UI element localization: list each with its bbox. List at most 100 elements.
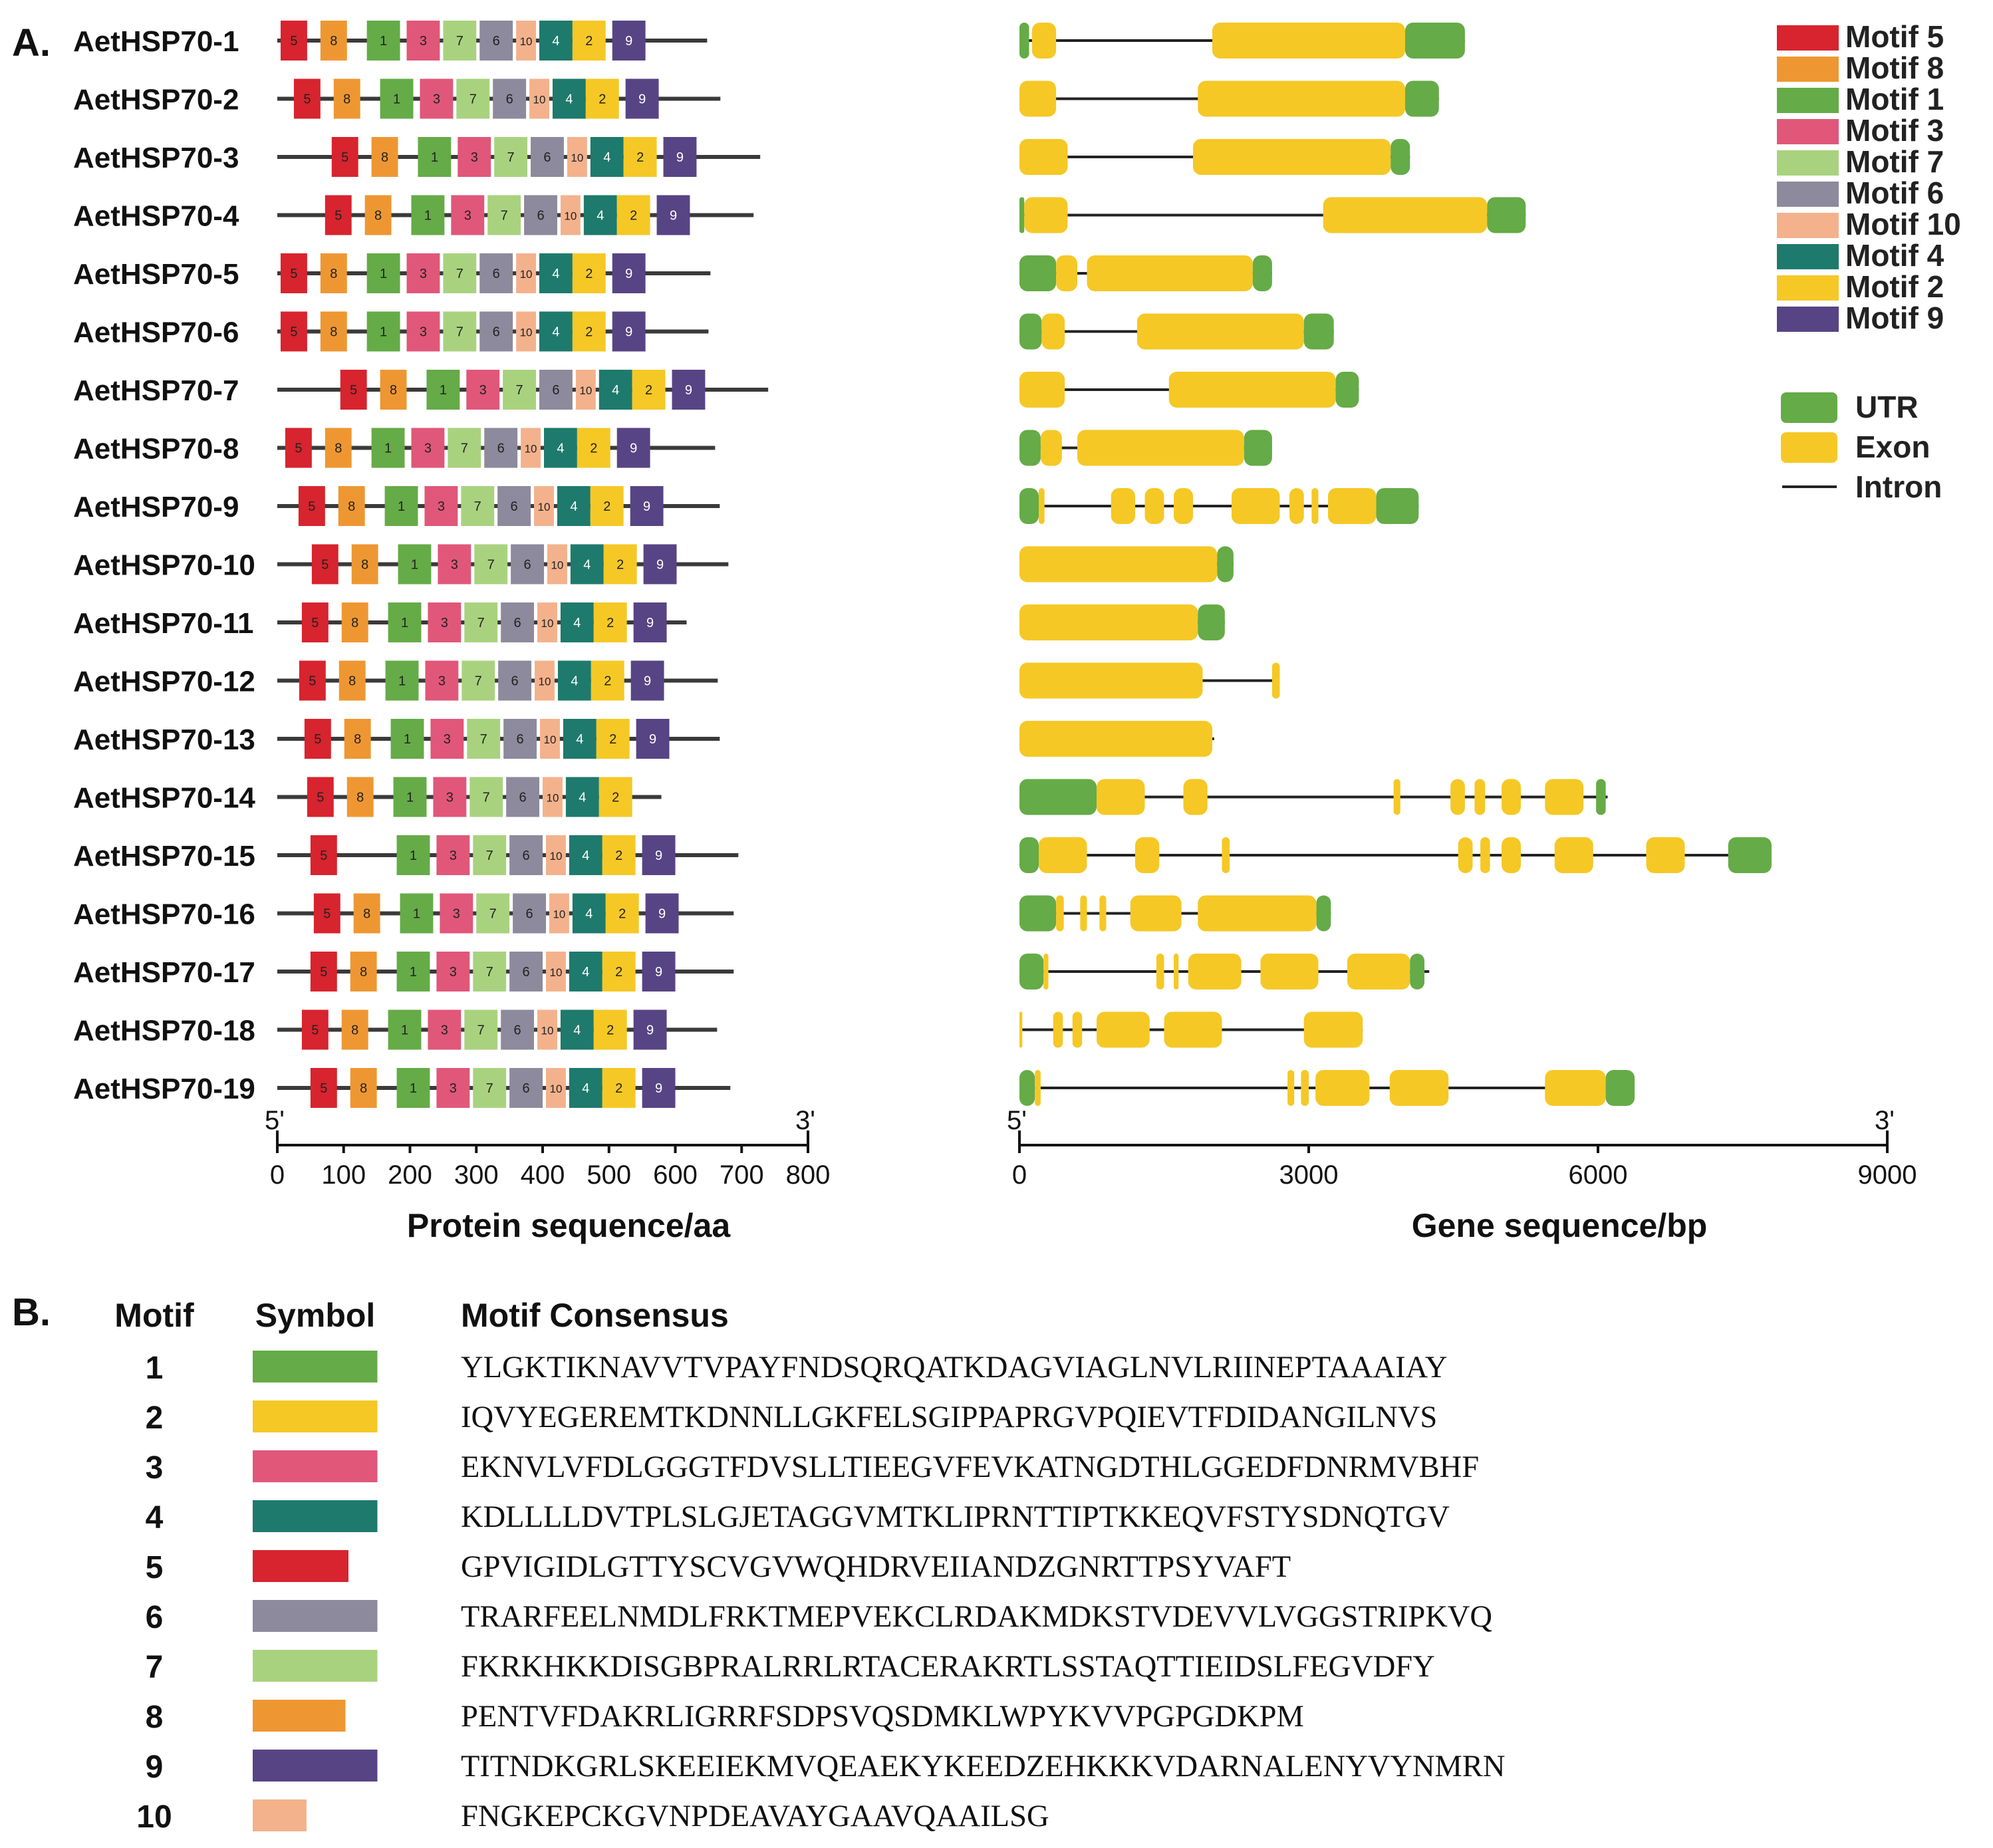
legend-swatch	[1781, 432, 1837, 463]
table-motif-number: 3	[146, 1450, 164, 1486]
motif-box-number: 5	[295, 442, 302, 456]
motif-box	[313, 893, 340, 934]
motif-box	[366, 311, 400, 352]
motif-box	[539, 311, 573, 352]
protein-row: 5 8 1 3 7 6 10 4 2 9	[277, 952, 734, 991]
motif-box-number: 4	[576, 732, 583, 747]
motif-box-number: 3	[420, 267, 427, 281]
utr-box	[1019, 197, 1025, 233]
motif-box-number: 1	[398, 499, 405, 514]
motif-box-number: 10	[544, 733, 557, 746]
legend-swatch	[1781, 392, 1837, 423]
motif-box	[479, 311, 513, 352]
table-row: 8 PENTVFDAKRLIGRRFSDPSVQSDMKLWPYKVVPGPGDK…	[146, 1700, 1304, 1735]
motif-box	[572, 893, 606, 934]
motif-box-number: 7	[456, 34, 464, 49]
motif-box-number: 7	[489, 907, 497, 922]
motif-box	[612, 311, 646, 352]
motif-box-number: 4	[582, 965, 589, 980]
exon-box	[1393, 779, 1400, 815]
motif-box	[570, 544, 604, 585]
utr-box	[1019, 954, 1044, 990]
motif-box	[479, 21, 513, 61]
motif-box	[509, 1068, 543, 1108]
motif-box	[436, 952, 470, 991]
gene-structure-map	[1019, 23, 1772, 1106]
legend-label: Motif 7	[1845, 144, 1944, 179]
gene-label: AetHSP70-3	[73, 142, 239, 174]
motif-box-number: 8	[330, 267, 337, 281]
motif-box-number: 9	[630, 442, 637, 456]
motif-box	[598, 370, 632, 410]
exon-box	[1043, 954, 1049, 990]
motif-box	[539, 370, 573, 410]
motif-box	[569, 952, 602, 991]
motif-box-number: 10	[533, 94, 546, 106]
exon-box	[1164, 1011, 1222, 1048]
motif-box	[572, 311, 606, 352]
motif-box-number: 10	[547, 792, 559, 805]
exon-box	[1019, 604, 1198, 640]
motif-box	[390, 719, 424, 759]
axis-tick-label: 800	[786, 1160, 831, 1190]
motif-box	[467, 719, 501, 759]
gene-label: AetHSP70-16	[73, 898, 255, 931]
exon-box	[1087, 255, 1253, 291]
motif-box-number: 8	[360, 965, 367, 980]
motif-box-number: 1	[401, 616, 408, 630]
motif-box-number: 7	[477, 616, 485, 630]
motif-box	[552, 78, 586, 119]
motif-box-number: 7	[486, 1081, 493, 1096]
gene-row	[1019, 430, 1272, 466]
motif-box	[351, 544, 378, 585]
motif-box	[398, 544, 432, 585]
motif-box	[516, 311, 537, 352]
gene-label: AetHSP70-1	[73, 25, 239, 58]
motif-box	[560, 195, 581, 235]
legend-label: Motif 9	[1845, 301, 1944, 335]
motif-box-number: 10	[549, 1083, 562, 1095]
motif-box	[333, 78, 360, 119]
motif-box	[466, 370, 500, 410]
motif-box	[524, 195, 557, 235]
table-consensus: TITNDKGRLSKEEIEKMVQEAEKYKEEDZEHKKKVDARNA…	[461, 1750, 1506, 1783]
motif-box	[341, 602, 368, 642]
legend-swatch	[1777, 182, 1839, 207]
motif-box-number: 7	[474, 499, 481, 514]
gene-row	[1019, 197, 1526, 233]
motif-box-number: 2	[615, 965, 622, 980]
gene-row	[1019, 372, 1359, 408]
protein-row: 5 8 1 3 7 6 10 4 2 9	[277, 370, 769, 410]
motif-box	[547, 544, 567, 585]
gene-row	[1019, 662, 1280, 699]
motif-box	[406, 21, 440, 61]
motif-box-number: 1	[424, 209, 432, 223]
protein-row: 5 8 1 3 7 6 10 4 2 9	[277, 544, 729, 585]
gene-label: AetHSP70-15	[73, 840, 255, 872]
motif-box-number: 7	[469, 92, 477, 107]
motif-box-number: 6	[506, 92, 513, 107]
motif-box-number: 5	[290, 34, 297, 49]
gene-row	[1019, 895, 1331, 932]
motif-box	[436, 835, 470, 875]
motif-box	[642, 835, 676, 875]
motif-box	[656, 195, 690, 235]
axis-tick-label: 300	[454, 1160, 499, 1190]
motif-box-number: 6	[493, 325, 500, 340]
motif-box	[569, 1068, 602, 1108]
motif-box	[633, 602, 667, 642]
motif-box-number: 6	[514, 1023, 521, 1038]
exon-box	[1056, 895, 1064, 932]
motif-box-number: 6	[497, 442, 505, 456]
utr-box	[1198, 604, 1225, 640]
motif-box	[557, 486, 591, 526]
motif-box-number: 8	[356, 791, 364, 805]
motif-box-number: 3	[438, 674, 446, 689]
motif-box-number: 7	[480, 732, 487, 747]
motif-box	[516, 21, 537, 61]
motif-box	[474, 544, 508, 585]
motif-box-number: 2	[609, 732, 616, 747]
motif-box	[436, 1068, 470, 1108]
motif-box	[529, 78, 549, 119]
motif-box	[593, 1009, 627, 1050]
